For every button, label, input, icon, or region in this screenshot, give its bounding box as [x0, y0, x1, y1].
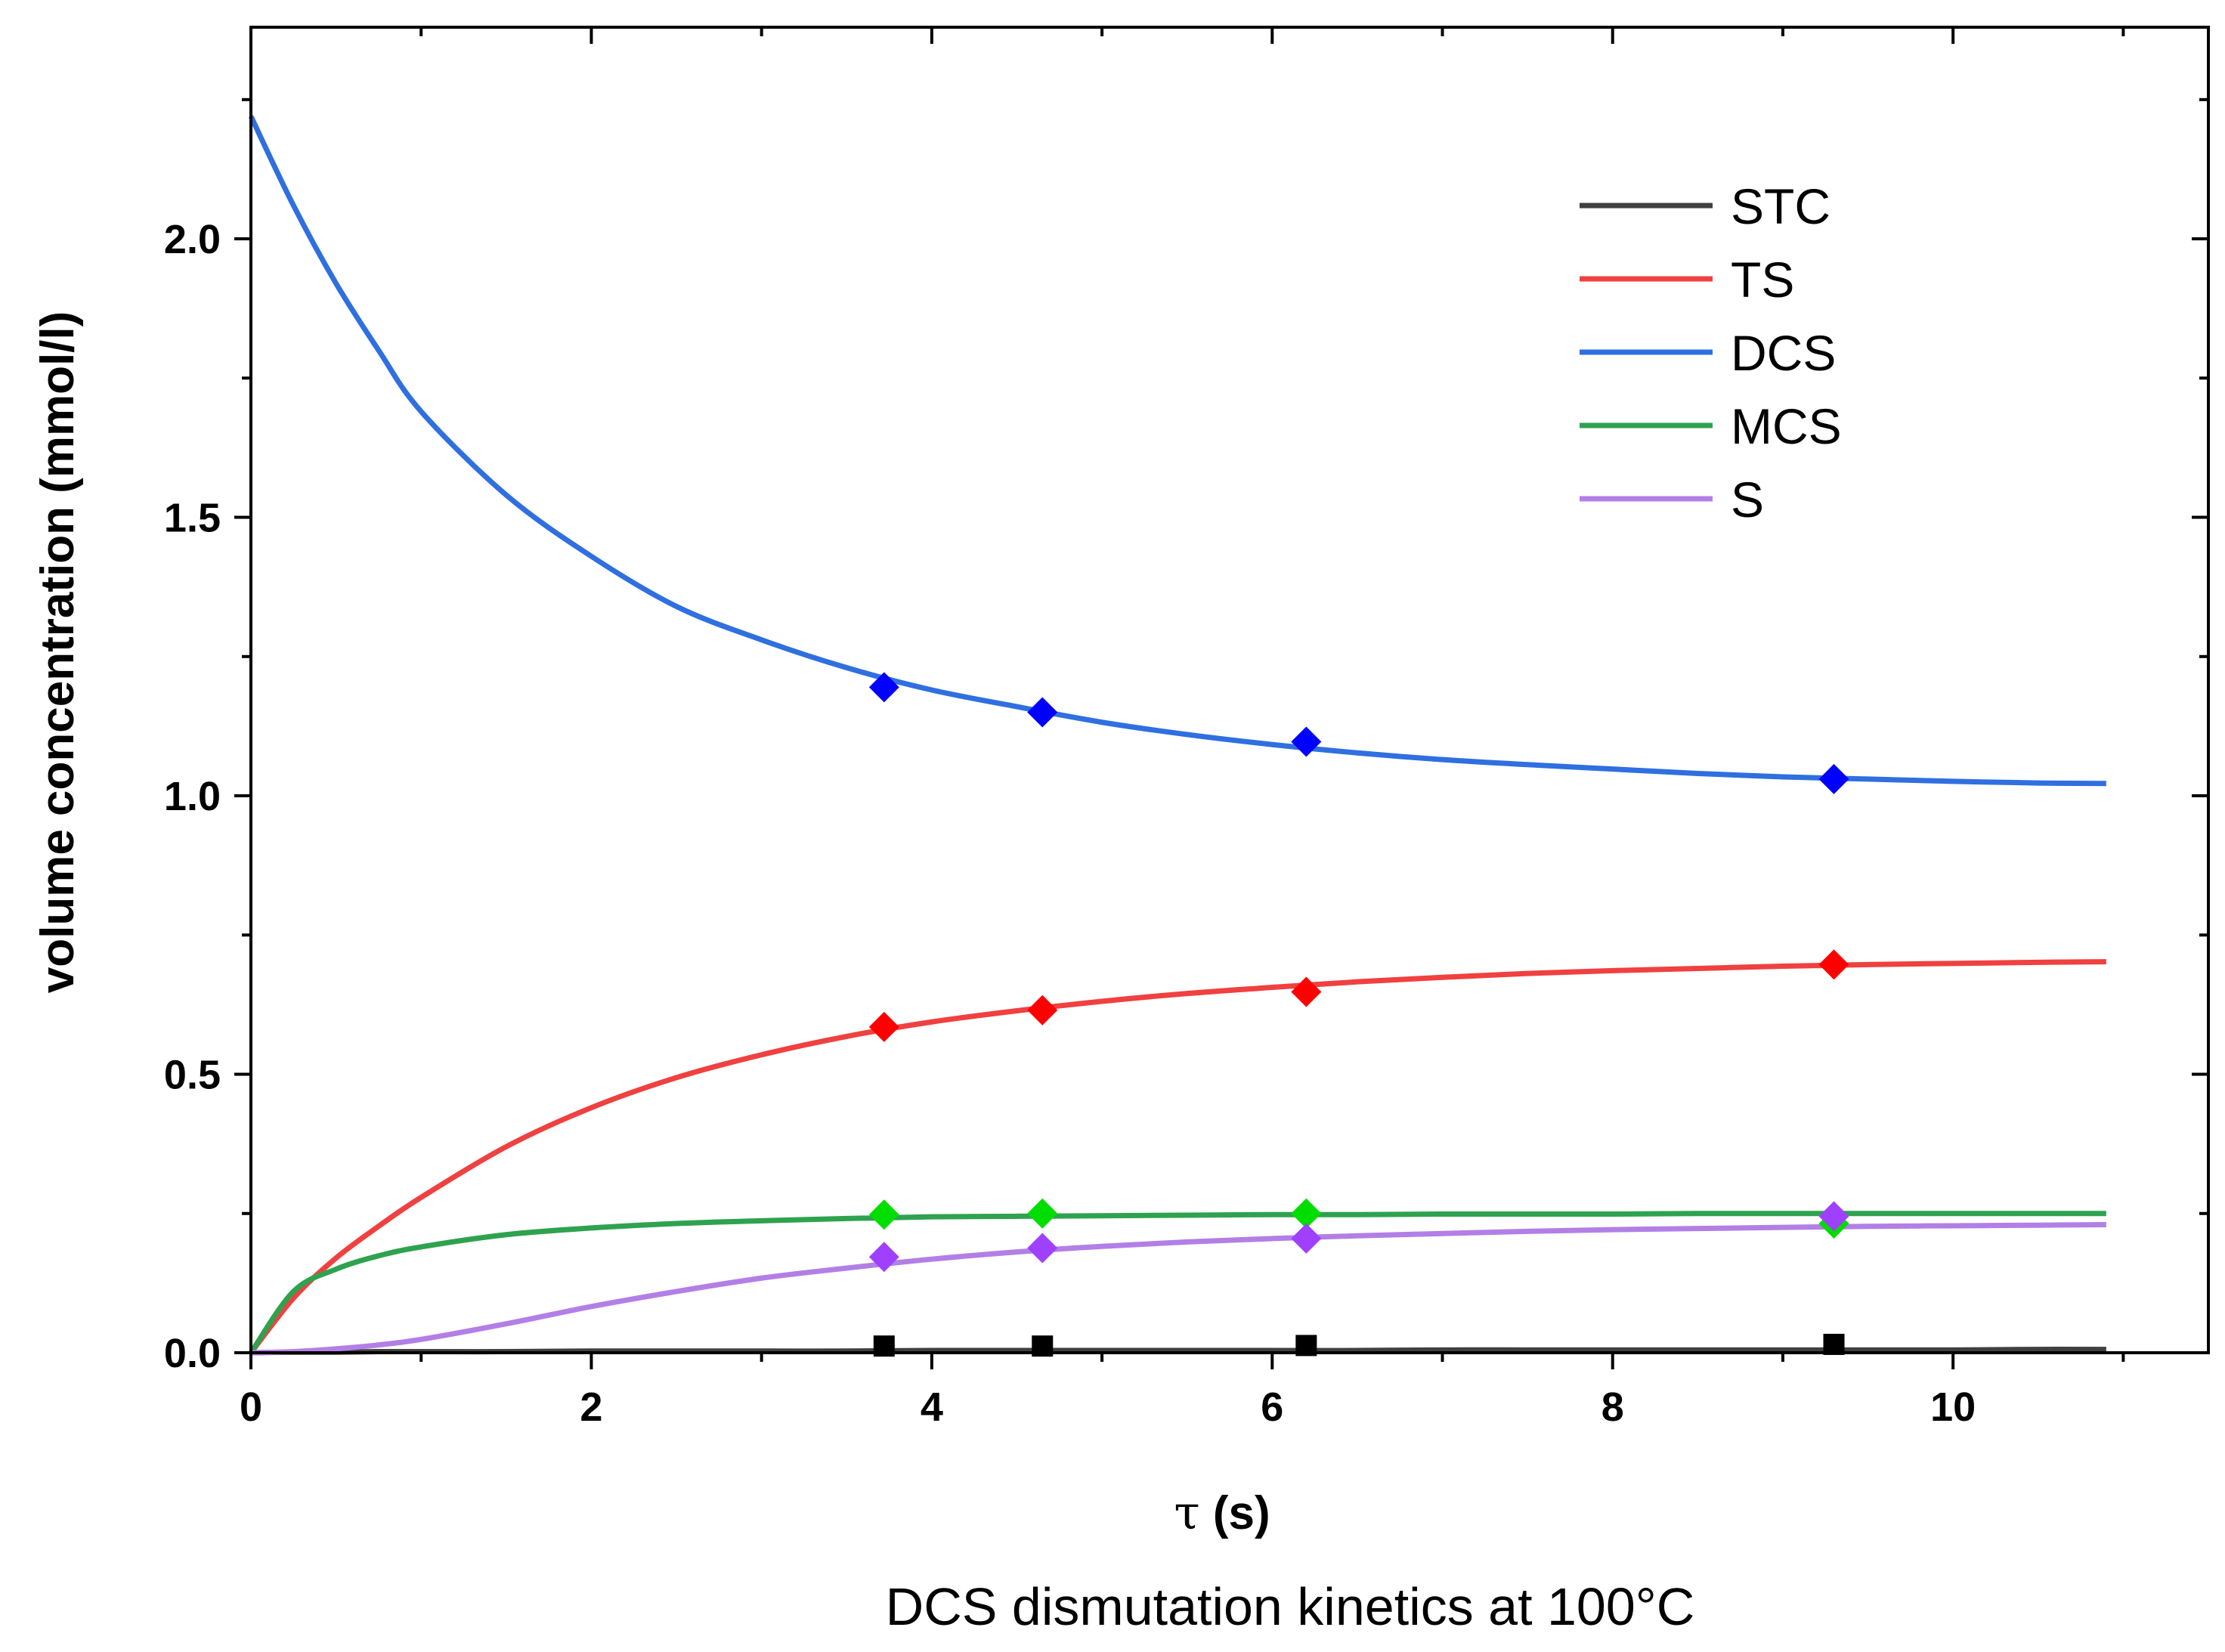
data-point-s [1818, 1201, 1849, 1232]
y-tick-label: 2.0 [164, 217, 221, 262]
y-tick-label: 1.0 [164, 774, 221, 819]
series-markers [868, 672, 1849, 1357]
legend-label-stc: STC [1731, 178, 1830, 234]
x-tick-label: 4 [921, 1384, 943, 1430]
data-point-s [868, 1242, 899, 1273]
series-line-s [250, 1222, 2106, 1356]
legend: STC TS DCS MCS S [1580, 178, 1842, 527]
x-axis-unit: (s) [1200, 1487, 1270, 1539]
data-point-s [1291, 1223, 1322, 1254]
legend-label-dcs: DCS [1731, 325, 1836, 381]
data-point-dcs [868, 672, 899, 703]
series-curves [248, 115, 2106, 1356]
y-axis-title: volume concentration (mmol/l) [32, 311, 84, 994]
data-point-ts [868, 1011, 899, 1042]
data-point-mcs [1027, 1198, 1058, 1229]
data-point-ts [1818, 949, 1849, 980]
legend-label-s: S [1731, 472, 1764, 527]
x-tick-label: 6 [1261, 1384, 1283, 1430]
chart-caption: DCS dismutation kinetics at 100°C [886, 1577, 1695, 1636]
y-tick-label: 0.0 [164, 1331, 221, 1376]
data-point-ts [1291, 976, 1322, 1007]
y-tick-label: 0.5 [164, 1053, 221, 1098]
data-point-dcs [1027, 697, 1058, 728]
x-tick-label: 10 [1930, 1384, 1976, 1430]
plot-area [248, 115, 2106, 1357]
data-point-mcs [868, 1199, 899, 1230]
x-tick-label: 2 [580, 1384, 602, 1430]
legend-label-mcs: MCS [1731, 398, 1842, 454]
y-tick-label: 1.5 [164, 496, 221, 541]
plot-frame [249, 26, 2210, 1354]
x-axis-symbol: τ [1174, 1485, 1199, 1540]
data-point-ts [1027, 995, 1058, 1026]
data-point-dcs [1818, 763, 1849, 794]
x-axis: 0 2 4 6 8 10 [240, 27, 2125, 1430]
x-axis-title: τ (s) [1174, 1485, 1270, 1540]
data-point-s [1027, 1233, 1058, 1264]
legend-label-ts: TS [1731, 252, 1794, 308]
series-line-mcs [249, 1211, 2106, 1354]
data-point-dcs [1291, 726, 1322, 757]
series-line-ts [249, 959, 2106, 1355]
data-point-mcs [1291, 1198, 1322, 1229]
series-line-dcs [248, 115, 2106, 787]
x-tick-label: 8 [1601, 1384, 1624, 1430]
y-axis: 0.0 0.5 1.0 1.5 2.0 [164, 97, 2208, 1376]
x-tick-label: 0 [240, 1384, 262, 1430]
